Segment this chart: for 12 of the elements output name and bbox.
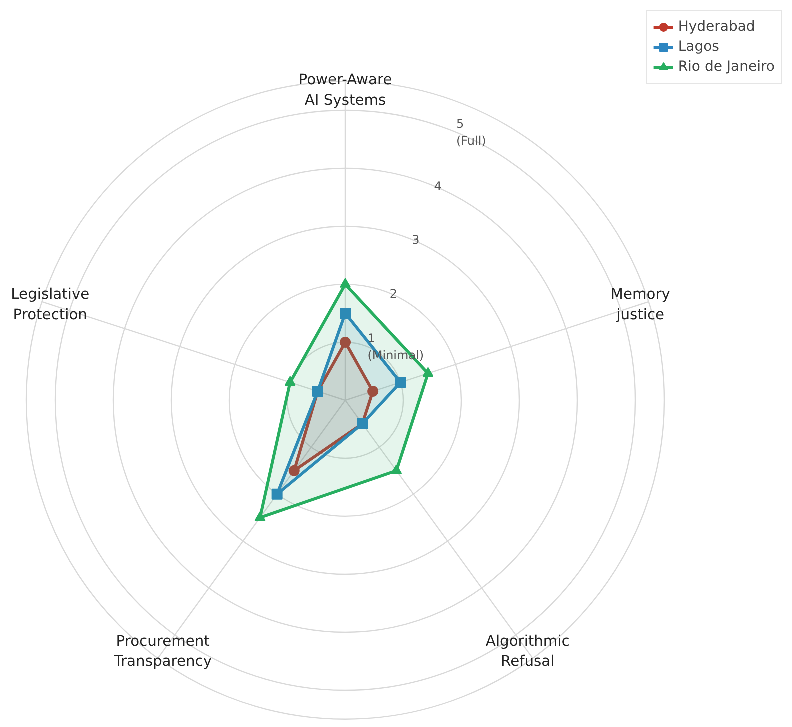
spoke-label: Power-Aware AI Systems <box>298 72 392 109</box>
spoke-label: Algorithmic Refusal <box>486 632 570 670</box>
y-tick-label: 4 <box>434 180 442 194</box>
legend-label: Lagos <box>678 39 720 55</box>
spoke-label: Legislative Protection <box>11 286 90 324</box>
legend-label: Hyderabad <box>678 19 756 35</box>
spoke-label: Procurement Transparency <box>113 632 212 670</box>
legend-label: Rio de Janeiro <box>678 59 775 75</box>
spoke-label: Memory justice <box>610 286 671 324</box>
y-tick-label: 5 (Full) <box>456 117 486 148</box>
y-tick-label: 2 <box>390 286 398 301</box>
y-tick-label: 3 <box>412 233 420 248</box>
